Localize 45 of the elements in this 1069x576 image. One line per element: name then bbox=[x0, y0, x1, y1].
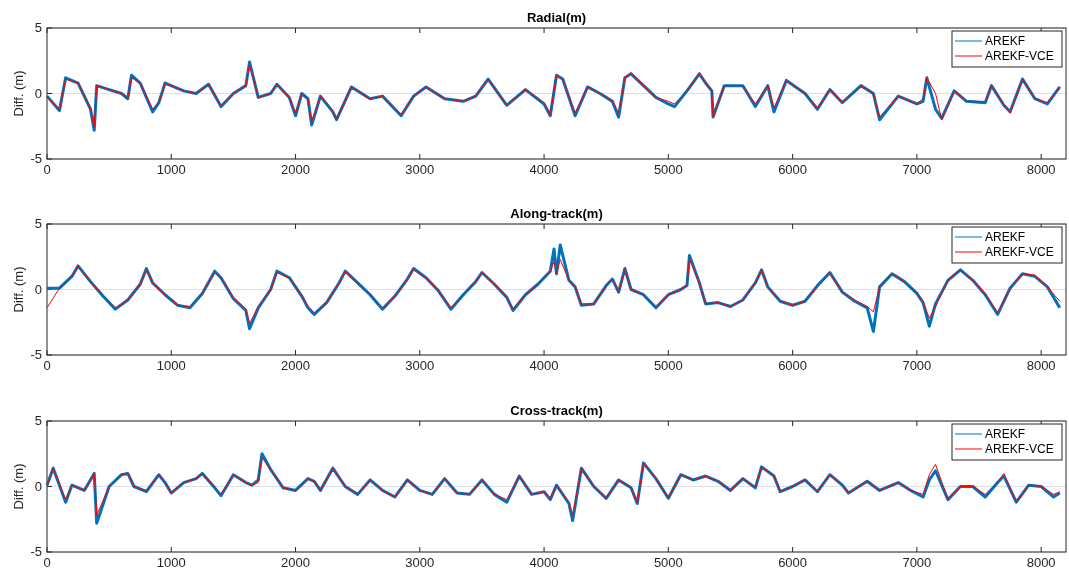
y-axis-title: Diff. (m) bbox=[11, 463, 26, 510]
y-tick-label: 0 bbox=[34, 478, 42, 494]
legend-label: AREKF-VCE bbox=[985, 49, 1054, 63]
y-axis-title: Diff. (m) bbox=[11, 70, 26, 117]
x-tick-label: 2000 bbox=[281, 358, 310, 373]
y-tick-label: 5 bbox=[34, 216, 42, 231]
x-tick-label: 3000 bbox=[405, 162, 435, 177]
x-tick-label: 7000 bbox=[902, 358, 932, 373]
legend-label: AREKF bbox=[985, 34, 1026, 48]
y-tick-label: 0 bbox=[34, 85, 42, 101]
x-tick-label: 8000 bbox=[1026, 555, 1056, 570]
y-tick-label: 0 bbox=[34, 281, 42, 297]
legend-label: AREKF-VCE bbox=[985, 245, 1054, 259]
y-tick-label: -5 bbox=[30, 544, 42, 559]
x-tick-label: 4000 bbox=[529, 555, 559, 570]
legend-label: AREKF bbox=[985, 230, 1026, 244]
chart-title: Cross-track(m) bbox=[510, 403, 603, 418]
x-tick-label: 4000 bbox=[529, 162, 559, 177]
x-tick-label: 6000 bbox=[778, 162, 808, 177]
x-tick-label: 8000 bbox=[1026, 162, 1056, 177]
x-tick-label: 6000 bbox=[778, 555, 808, 570]
x-tick-label: 5000 bbox=[653, 162, 683, 177]
y-tick-label: 5 bbox=[34, 413, 42, 428]
chart-title: Radial(m) bbox=[526, 10, 587, 25]
y-tick-label: -5 bbox=[30, 151, 42, 166]
x-tick-label: 7000 bbox=[902, 162, 932, 177]
chart-title: Along-track(m) bbox=[510, 206, 603, 221]
x-tick-label: 5000 bbox=[653, 358, 683, 373]
x-tick-label: 6000 bbox=[778, 358, 808, 373]
y-tick-label: -5 bbox=[30, 347, 42, 362]
x-tick-label: 2000 bbox=[281, 555, 310, 570]
legend-label: AREKF-VCE bbox=[985, 442, 1054, 456]
x-tick-label: 1000 bbox=[156, 162, 186, 177]
y-tick-label: 5 bbox=[34, 20, 42, 35]
x-tick-label: 1000 bbox=[156, 555, 186, 570]
x-tick-label: 8000 bbox=[1026, 358, 1056, 373]
x-tick-label: 3000 bbox=[405, 358, 435, 373]
x-tick-label: 7000 bbox=[902, 555, 932, 570]
legend-label: AREKF bbox=[985, 427, 1026, 441]
x-tick-label: 5000 bbox=[653, 555, 683, 570]
y-axis-title: Diff. (m) bbox=[11, 266, 26, 313]
x-tick-label: 4000 bbox=[529, 358, 559, 373]
x-tick-label: 1000 bbox=[156, 358, 186, 373]
x-tick-label: 2000 bbox=[281, 162, 310, 177]
x-tick-label: 3000 bbox=[405, 555, 435, 570]
